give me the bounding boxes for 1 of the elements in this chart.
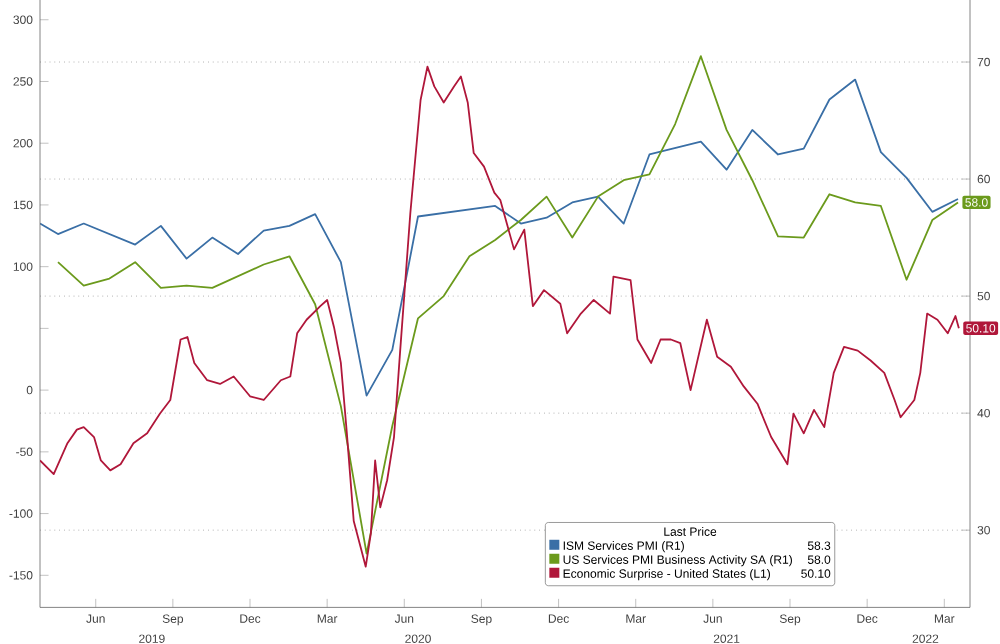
line-series bbox=[40, 78, 959, 397]
